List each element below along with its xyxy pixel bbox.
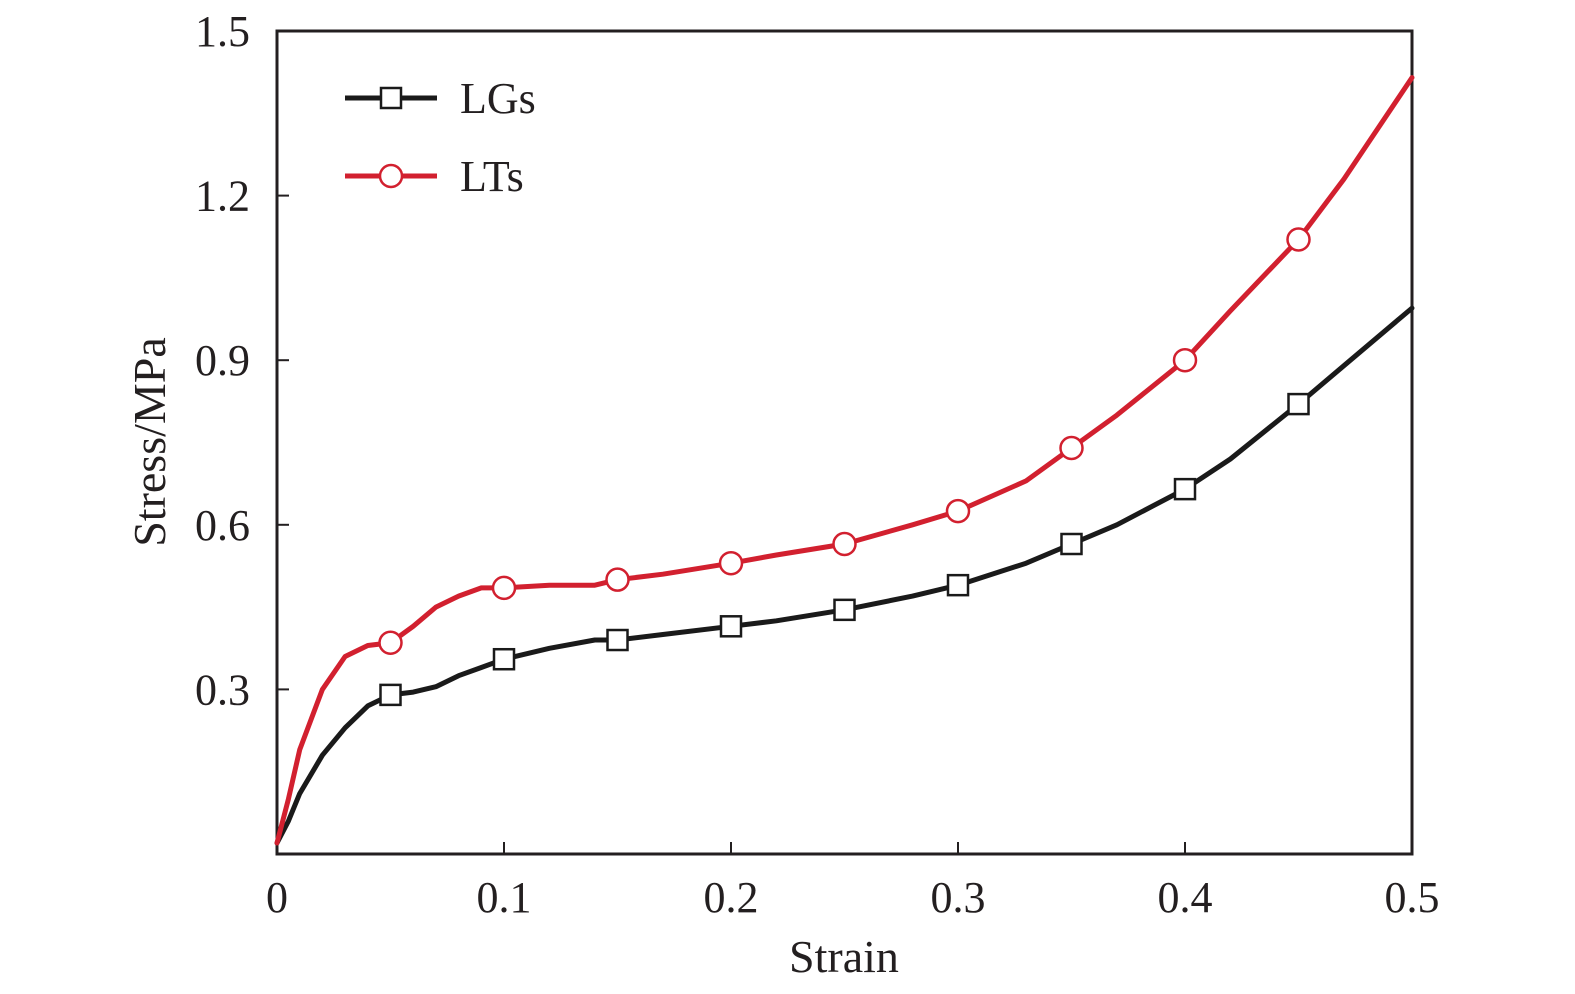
- legend-marker-lts: [378, 163, 404, 189]
- data-point-lgs: [1060, 532, 1083, 556]
- x-tick-label: 0.2: [704, 873, 759, 922]
- series-lgs: [274, 305, 1415, 846]
- plot-frame: [275, 29, 1414, 856]
- data-point-lts: [1172, 347, 1198, 373]
- data-point-lts: [491, 575, 517, 601]
- legend-item-lgs: LGs: [345, 74, 536, 123]
- legend: LGs LTs: [345, 74, 536, 201]
- data-point-lgs: [1173, 477, 1197, 501]
- series-line-lgs: [274, 305, 1415, 846]
- data-point-lts: [1059, 435, 1084, 461]
- data-point-lgs: [492, 647, 516, 671]
- x-axis-title: Strain: [789, 931, 899, 982]
- x-axis-ticks: 0 0.1 0.2 0.3 0.4 0.5: [266, 842, 1440, 922]
- x-tick-label: 0.4: [1158, 873, 1213, 922]
- data-point-lgs: [946, 573, 970, 597]
- data-point-lts: [605, 567, 630, 592]
- y-tick-label: 1.2: [195, 172, 250, 221]
- data-point-lts: [378, 630, 403, 656]
- x-tick-label: 0.1: [477, 873, 532, 922]
- series-line-lts: [274, 75, 1415, 846]
- data-point-lgs: [719, 615, 743, 638]
- legend-label-lgs: LGs: [460, 74, 536, 123]
- data-point-lts: [945, 498, 971, 524]
- y-axis-title: Stress/MPa: [124, 337, 175, 547]
- series-lts: [274, 75, 1415, 846]
- data-point-lgs: [379, 683, 402, 707]
- data-point-lgs: [833, 598, 856, 622]
- data-point-lts: [718, 550, 744, 576]
- y-tick-label: 0.6: [195, 501, 250, 550]
- data-point-lts: [832, 531, 857, 557]
- y-tick-label: 0.3: [195, 665, 250, 714]
- legend-marker-lgs: [379, 86, 403, 110]
- x-tick-label: 0.5: [1385, 873, 1440, 922]
- x-tick-label: 0: [266, 873, 288, 922]
- y-tick-label: 1.5: [195, 7, 250, 56]
- data-point-lts: [1286, 227, 1311, 252]
- legend-label-lts: LTs: [460, 152, 524, 201]
- y-axis-ticks: 0.3 0.6 0.9 1.2 1.5: [195, 7, 289, 714]
- legend-item-lts: LTs: [345, 152, 524, 201]
- data-point-lgs: [606, 628, 629, 652]
- series-layer: [274, 75, 1415, 846]
- y-tick-label: 0.9: [195, 336, 250, 385]
- data-point-lgs: [1287, 392, 1310, 416]
- x-tick-label: 0.3: [931, 873, 986, 922]
